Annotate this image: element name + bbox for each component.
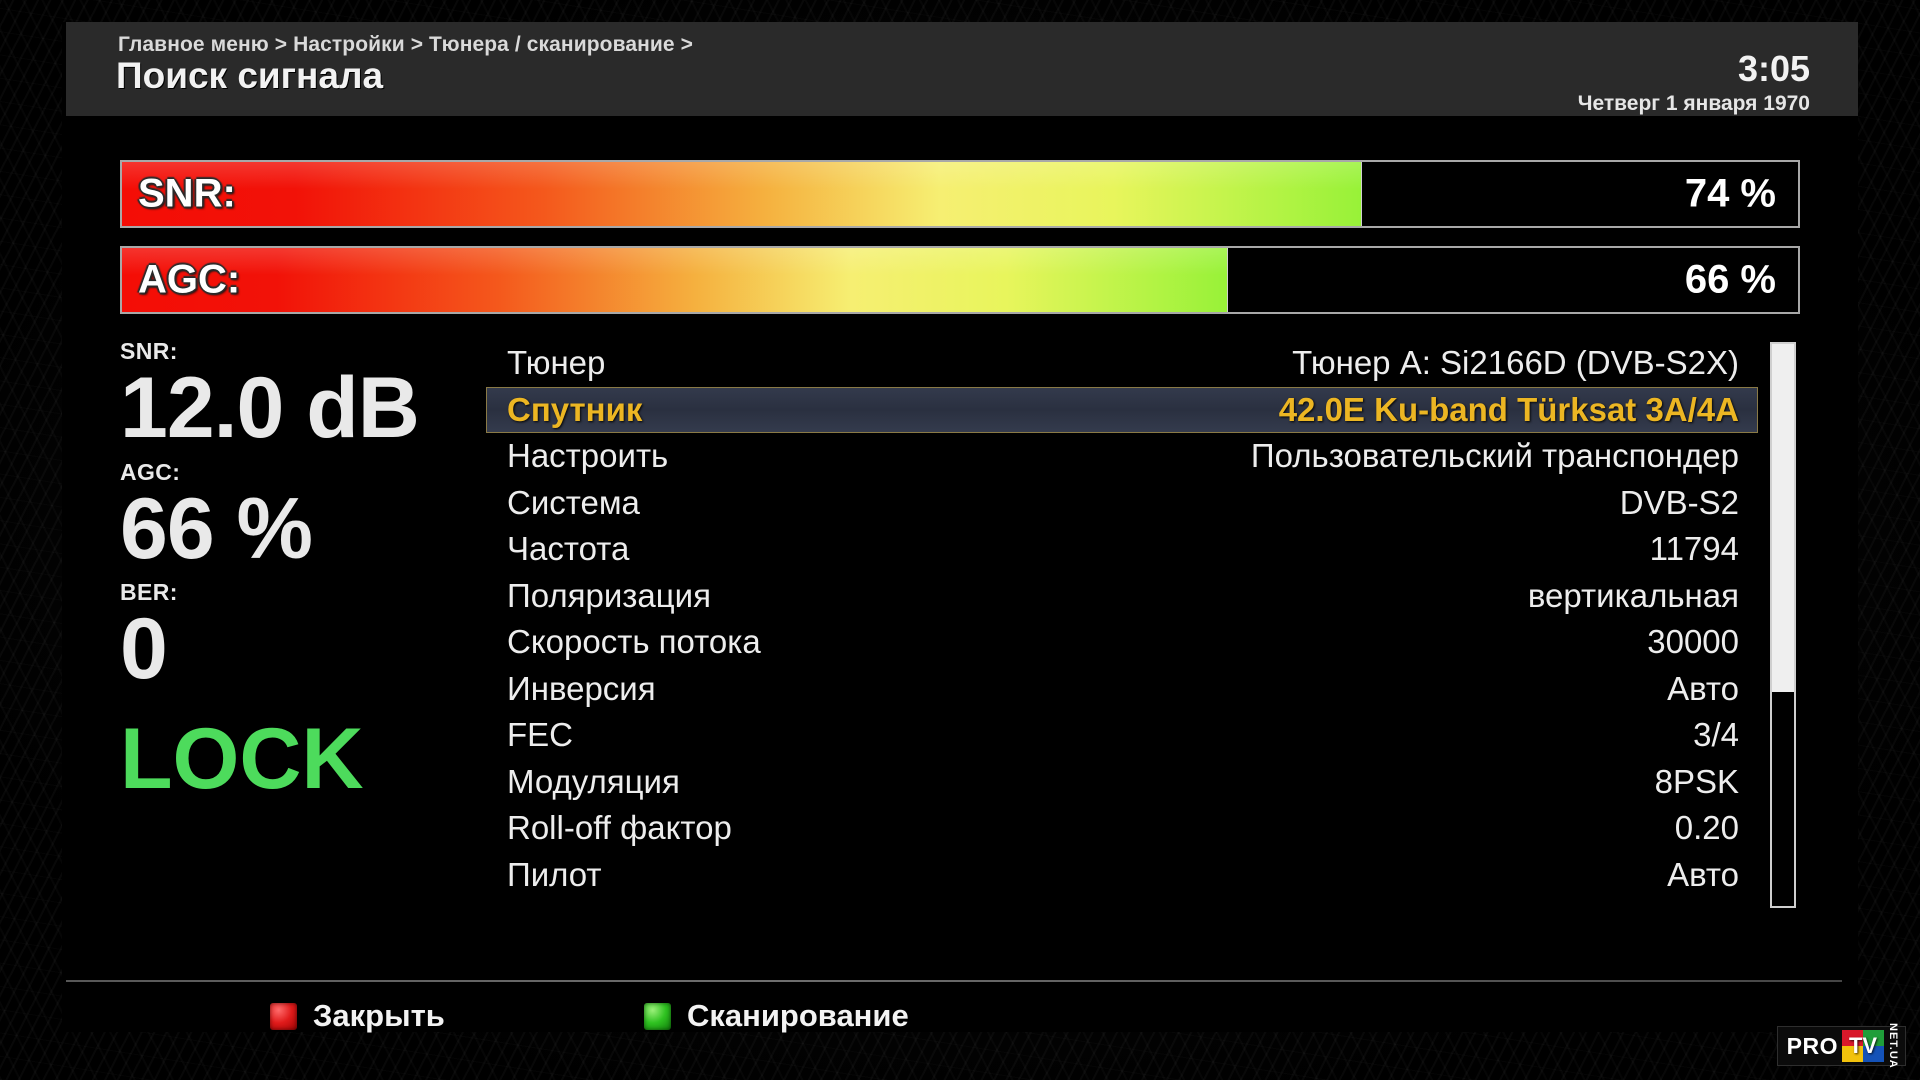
setting-row[interactable]: Поляризация вертикальная (486, 573, 1758, 620)
snr-meter-fill (122, 162, 1363, 226)
setting-row[interactable]: Пилот Авто (486, 852, 1758, 899)
setting-row[interactable]: Модуляция 8PSK (486, 759, 1758, 806)
watermark-tv-text: TV (1848, 1033, 1878, 1058)
snr-stat-caption: SNR: (120, 338, 178, 364)
ber-stat-value: 0 (120, 601, 168, 698)
snr-stat-value: 12.0 dB (120, 360, 420, 456)
setting-value: 42.0E Ku-band Türksat 3A/4A (1278, 390, 1739, 428)
footer-bar: Закрыть Сканирование (66, 990, 1858, 1052)
footer-divider (66, 980, 1842, 982)
watermark-net-text: NET.UA (1887, 1023, 1899, 1069)
watermark-tv-logo-icon: TV (1842, 1030, 1884, 1062)
close-button[interactable]: Закрыть (270, 998, 445, 1034)
setting-label: Roll-off фактор (507, 809, 732, 847)
snr-meter-value: 74 % (1684, 171, 1776, 216)
setting-value: 8PSK (1654, 762, 1739, 800)
agc-stat-caption: AGC: (120, 458, 181, 485)
setting-value: 11794 (1649, 530, 1739, 568)
agc-meter-value: 66 % (1684, 257, 1776, 302)
agc-meter-bar: AGC: 66 % (120, 246, 1800, 314)
agc-stat-value: 66 % (120, 480, 313, 577)
clock-date: Четверг 1 января 1970 (1577, 92, 1810, 115)
setting-label: Тюнер (507, 344, 606, 382)
setting-value: Тюнер A: Si2166D (DVB-S2X) (1292, 344, 1739, 382)
setting-row[interactable]: Частота 11794 (486, 526, 1758, 573)
setting-label: FEC (507, 716, 573, 754)
agc-meter-fill (122, 248, 1229, 312)
settings-scrollbar-track[interactable] (1770, 342, 1796, 908)
scan-button-label: Сканирование (687, 998, 909, 1033)
setting-row[interactable]: FEC 3/4 (486, 712, 1758, 759)
watermark-pro-text: PRO (1786, 1033, 1838, 1059)
setting-label: Спутник (507, 390, 643, 428)
setting-value: Авто (1667, 855, 1739, 893)
settings-scrollbar-thumb[interactable] (1772, 344, 1794, 693)
header-bar: Главное меню > Настройки > Тюнера / скан… (66, 22, 1858, 116)
setting-label: Инверсия (507, 669, 656, 707)
page-title: Поиск сигнала (116, 55, 384, 96)
snr-meter-label: SNR: (138, 171, 236, 216)
setting-label: Скорость потока (507, 623, 761, 661)
red-key-icon (270, 1002, 297, 1030)
breadcrumb: Главное меню > Настройки > Тюнера / скан… (118, 33, 693, 56)
setting-label: Пилот (507, 855, 602, 893)
setting-value: 3/4 (1693, 716, 1739, 754)
setting-label: Модуляция (507, 762, 680, 800)
lock-status-indicator: LOCK (120, 711, 364, 808)
tuner-settings-list[interactable]: Тюнер Тюнер A: Si2166D (DVB-S2X) Спутник 42… (486, 340, 1758, 910)
ber-stat-caption: BER: (120, 579, 178, 606)
green-key-icon (644, 1002, 671, 1030)
setting-value: DVB-S2 (1619, 483, 1739, 521)
setting-row[interactable]: Настроить Пользовательский транспондер (486, 433, 1758, 480)
setting-value: Авто (1667, 669, 1739, 707)
protv-watermark: PRO TV NET.UA (1776, 1023, 1906, 1069)
setting-value: вертикальная (1527, 576, 1739, 614)
snr-meter-bar: SNR: 74 % (120, 160, 1800, 228)
setting-label: Настроить (507, 437, 669, 475)
setting-label: Частота (507, 530, 630, 568)
setting-row[interactable]: Система DVB-S2 (486, 480, 1758, 527)
setting-value: 0.20 (1674, 809, 1739, 847)
close-button-label: Закрыть (313, 998, 445, 1033)
setting-row[interactable]: Roll-off фактор 0.20 (486, 805, 1758, 852)
setting-label: Поляризация (507, 576, 711, 614)
setting-row[interactable]: Скорость потока 30000 (486, 619, 1758, 666)
setting-row[interactable]: Спутник 42.0E Ku-band Türksat 3A/4A (486, 386, 1758, 433)
setting-label: Система (507, 483, 640, 521)
signal-statistics-panel: SNR: 12.0 dB AGC: 66 % BER: 0 LOCK (120, 338, 490, 808)
agc-meter-label: AGC: (138, 257, 241, 302)
scan-button[interactable]: Сканирование (644, 998, 909, 1034)
setting-row[interactable]: Тюнер Тюнер A: Si2166D (DVB-S2X) (486, 340, 1758, 387)
clock-time: 3:05 (1737, 48, 1810, 89)
setting-value: Пользовательский транспондер (1250, 437, 1739, 475)
setting-row[interactable]: Инверсия Авто (486, 666, 1758, 713)
setting-value: 30000 (1647, 623, 1739, 661)
